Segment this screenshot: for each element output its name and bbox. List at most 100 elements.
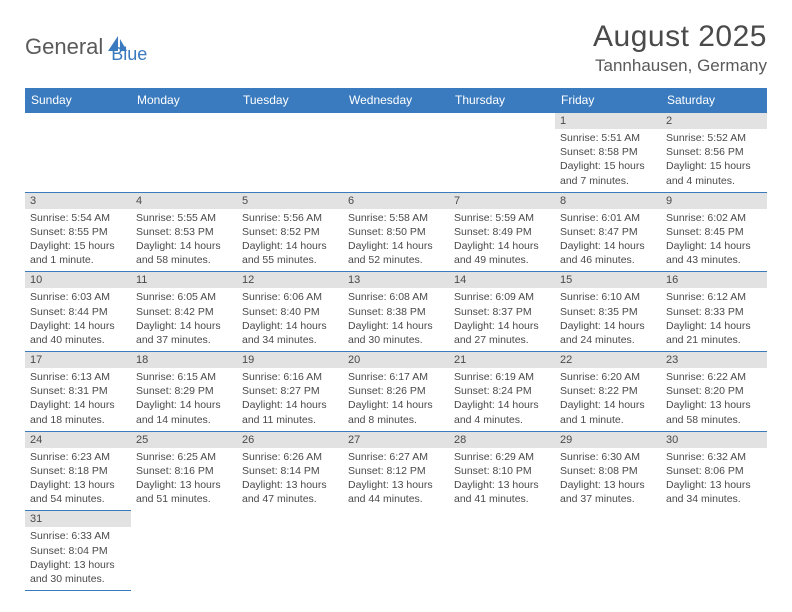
sunrise-text: Sunrise: 5:55 AM — [136, 211, 232, 225]
sunset-text: Sunset: 8:49 PM — [454, 225, 550, 239]
daylight-text: Daylight: 14 hours and 11 minutes. — [242, 398, 338, 426]
sunrise-text: Sunrise: 6:19 AM — [454, 370, 550, 384]
daylight-text: Daylight: 14 hours and 27 minutes. — [454, 319, 550, 347]
sunrise-text: Sunrise: 6:15 AM — [136, 370, 232, 384]
day-details: Sunrise: 5:59 AMSunset: 8:49 PMDaylight:… — [449, 209, 555, 272]
day-number: 15 — [555, 272, 661, 288]
daylight-text: Daylight: 13 hours and 37 minutes. — [560, 478, 656, 506]
day-number: 16 — [661, 272, 767, 288]
sunset-text: Sunset: 8:44 PM — [30, 305, 126, 319]
day-number: 12 — [237, 272, 343, 288]
day-details: Sunrise: 6:01 AMSunset: 8:47 PMDaylight:… — [555, 209, 661, 272]
day-number: 6 — [343, 193, 449, 209]
sunset-text: Sunset: 8:10 PM — [454, 464, 550, 478]
calendar-cell: 19Sunrise: 6:16 AMSunset: 8:27 PMDayligh… — [237, 352, 343, 432]
sunset-text: Sunset: 8:45 PM — [666, 225, 762, 239]
sunset-text: Sunset: 8:50 PM — [348, 225, 444, 239]
day-header: Monday — [131, 88, 237, 113]
sunrise-text: Sunrise: 6:08 AM — [348, 290, 444, 304]
day-number: 28 — [449, 432, 555, 448]
calendar-cell: 15Sunrise: 6:10 AMSunset: 8:35 PMDayligh… — [555, 272, 661, 352]
sunrise-text: Sunrise: 6:06 AM — [242, 290, 338, 304]
sunrise-text: Sunrise: 6:26 AM — [242, 450, 338, 464]
sunset-text: Sunset: 8:14 PM — [242, 464, 338, 478]
daylight-text: Daylight: 13 hours and 30 minutes. — [30, 558, 126, 586]
day-number: 29 — [555, 432, 661, 448]
sunrise-text: Sunrise: 6:33 AM — [30, 529, 126, 543]
calendar-cell — [449, 511, 555, 591]
day-header: Thursday — [449, 88, 555, 113]
calendar-cell — [25, 113, 131, 193]
calendar-cell: 30Sunrise: 6:32 AMSunset: 8:06 PMDayligh… — [661, 431, 767, 511]
sunset-text: Sunset: 8:33 PM — [666, 305, 762, 319]
calendar-row: 10Sunrise: 6:03 AMSunset: 8:44 PMDayligh… — [25, 272, 767, 352]
daylight-text: Daylight: 13 hours and 58 minutes. — [666, 398, 762, 426]
day-details: Sunrise: 6:06 AMSunset: 8:40 PMDaylight:… — [237, 288, 343, 351]
sunrise-text: Sunrise: 5:54 AM — [30, 211, 126, 225]
daylight-text: Daylight: 15 hours and 4 minutes. — [666, 159, 762, 187]
day-number: 9 — [661, 193, 767, 209]
day-details: Sunrise: 6:02 AMSunset: 8:45 PMDaylight:… — [661, 209, 767, 272]
sunset-text: Sunset: 8:04 PM — [30, 544, 126, 558]
daylight-text: Daylight: 14 hours and 18 minutes. — [30, 398, 126, 426]
day-details: Sunrise: 5:52 AMSunset: 8:56 PMDaylight:… — [661, 129, 767, 192]
sunrise-text: Sunrise: 6:29 AM — [454, 450, 550, 464]
sunrise-text: Sunrise: 6:25 AM — [136, 450, 232, 464]
day-number: 17 — [25, 352, 131, 368]
logo: General Blue — [25, 28, 147, 65]
calendar-cell: 23Sunrise: 6:22 AMSunset: 8:20 PMDayligh… — [661, 352, 767, 432]
daylight-text: Daylight: 13 hours and 47 minutes. — [242, 478, 338, 506]
calendar-cell: 22Sunrise: 6:20 AMSunset: 8:22 PMDayligh… — [555, 352, 661, 432]
daylight-text: Daylight: 14 hours and 14 minutes. — [136, 398, 232, 426]
day-number: 18 — [131, 352, 237, 368]
day-number: 3 — [25, 193, 131, 209]
daylight-text: Daylight: 14 hours and 49 minutes. — [454, 239, 550, 267]
sunrise-text: Sunrise: 6:03 AM — [30, 290, 126, 304]
sunset-text: Sunset: 8:22 PM — [560, 384, 656, 398]
day-number: 22 — [555, 352, 661, 368]
sunset-text: Sunset: 8:26 PM — [348, 384, 444, 398]
calendar-cell: 1Sunrise: 5:51 AMSunset: 8:58 PMDaylight… — [555, 113, 661, 193]
sunset-text: Sunset: 8:20 PM — [666, 384, 762, 398]
sunrise-text: Sunrise: 6:13 AM — [30, 370, 126, 384]
day-details: Sunrise: 5:55 AMSunset: 8:53 PMDaylight:… — [131, 209, 237, 272]
daylight-text: Daylight: 13 hours and 34 minutes. — [666, 478, 762, 506]
day-number: 23 — [661, 352, 767, 368]
day-number: 11 — [131, 272, 237, 288]
calendar-cell — [449, 113, 555, 193]
logo-text-general: General — [25, 34, 103, 60]
sunrise-text: Sunrise: 5:56 AM — [242, 211, 338, 225]
day-number: 14 — [449, 272, 555, 288]
daylight-text: Daylight: 15 hours and 1 minute. — [30, 239, 126, 267]
day-details: Sunrise: 6:29 AMSunset: 8:10 PMDaylight:… — [449, 448, 555, 511]
day-number: 27 — [343, 432, 449, 448]
day-details: Sunrise: 6:17 AMSunset: 8:26 PMDaylight:… — [343, 368, 449, 431]
sunrise-text: Sunrise: 6:20 AM — [560, 370, 656, 384]
sunset-text: Sunset: 8:47 PM — [560, 225, 656, 239]
daylight-text: Daylight: 13 hours and 41 minutes. — [454, 478, 550, 506]
day-details: Sunrise: 6:12 AMSunset: 8:33 PMDaylight:… — [661, 288, 767, 351]
day-details: Sunrise: 6:19 AMSunset: 8:24 PMDaylight:… — [449, 368, 555, 431]
day-details: Sunrise: 6:23 AMSunset: 8:18 PMDaylight:… — [25, 448, 131, 511]
day-number: 13 — [343, 272, 449, 288]
daylight-text: Daylight: 14 hours and 21 minutes. — [666, 319, 762, 347]
day-details: Sunrise: 6:32 AMSunset: 8:06 PMDaylight:… — [661, 448, 767, 511]
calendar-cell: 20Sunrise: 6:17 AMSunset: 8:26 PMDayligh… — [343, 352, 449, 432]
logo-text-blue: Blue — [111, 28, 147, 65]
month-title: August 2025 — [593, 20, 767, 54]
daylight-text: Daylight: 13 hours and 44 minutes. — [348, 478, 444, 506]
calendar-cell: 6Sunrise: 5:58 AMSunset: 8:50 PMDaylight… — [343, 192, 449, 272]
sunset-text: Sunset: 8:40 PM — [242, 305, 338, 319]
sunset-text: Sunset: 8:08 PM — [560, 464, 656, 478]
sunrise-text: Sunrise: 6:09 AM — [454, 290, 550, 304]
day-details: Sunrise: 6:26 AMSunset: 8:14 PMDaylight:… — [237, 448, 343, 511]
day-details: Sunrise: 6:30 AMSunset: 8:08 PMDaylight:… — [555, 448, 661, 511]
day-number: 19 — [237, 352, 343, 368]
day-details: Sunrise: 6:22 AMSunset: 8:20 PMDaylight:… — [661, 368, 767, 431]
calendar-cell: 17Sunrise: 6:13 AMSunset: 8:31 PMDayligh… — [25, 352, 131, 432]
day-details: Sunrise: 6:33 AMSunset: 8:04 PMDaylight:… — [25, 527, 131, 590]
day-number: 20 — [343, 352, 449, 368]
day-number: 30 — [661, 432, 767, 448]
sunrise-text: Sunrise: 6:05 AM — [136, 290, 232, 304]
day-details: Sunrise: 5:56 AMSunset: 8:52 PMDaylight:… — [237, 209, 343, 272]
